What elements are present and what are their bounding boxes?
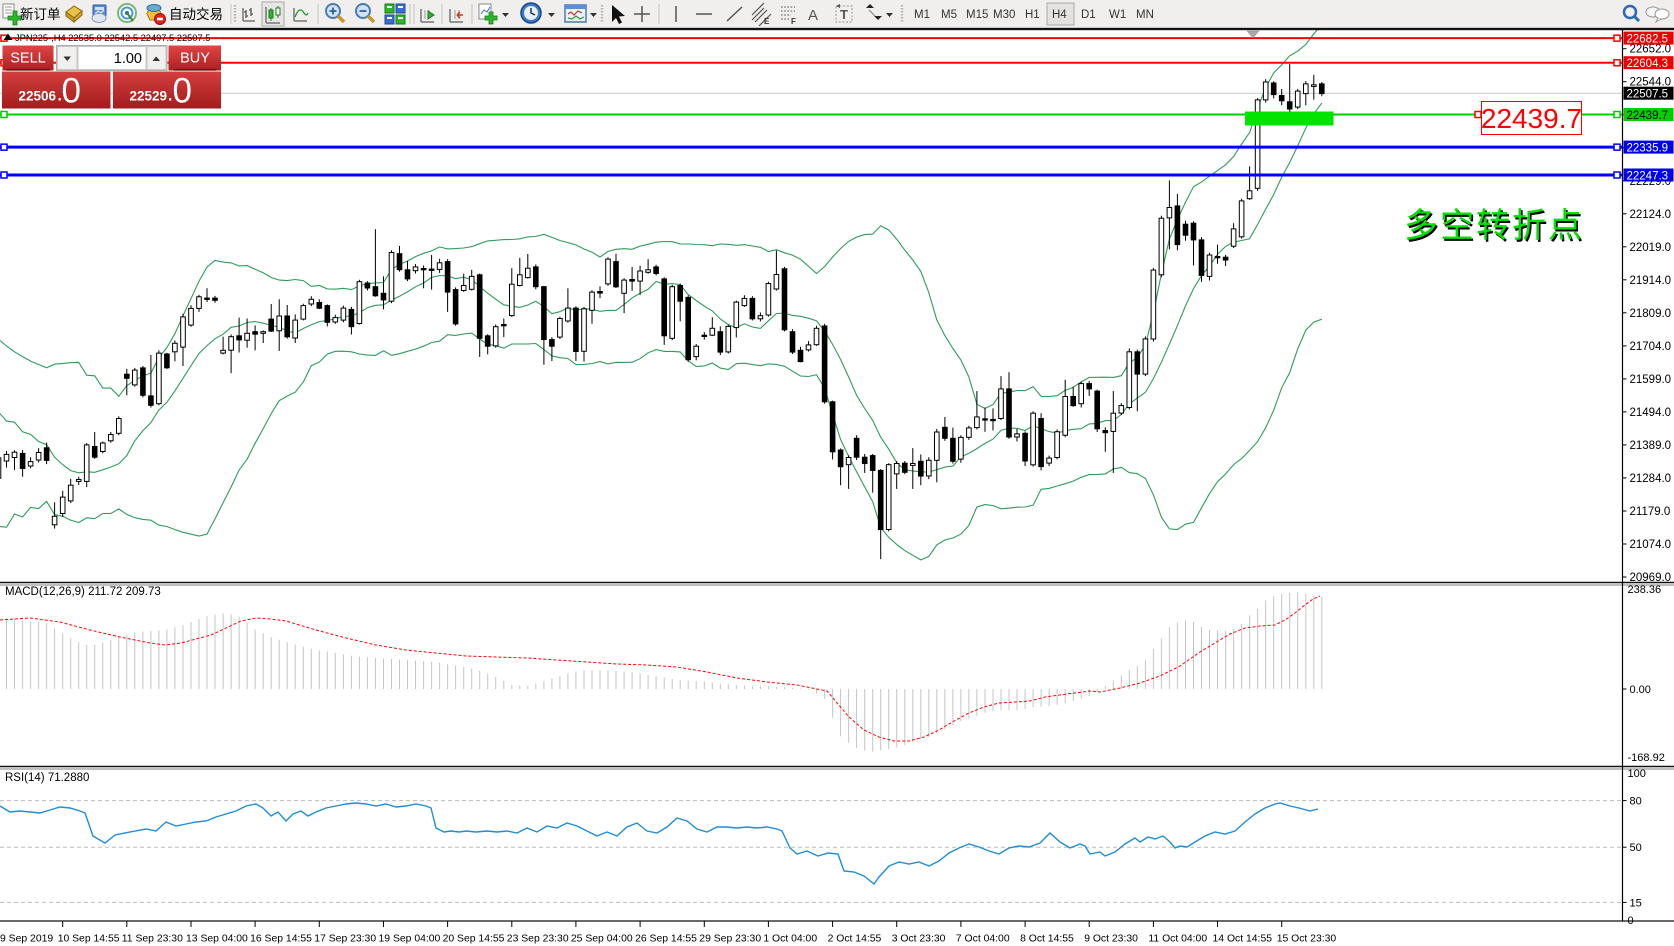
svg-text:22439.7: 22439.7 (1627, 110, 1669, 122)
svg-text:22247.3: 22247.3 (1627, 171, 1669, 183)
svg-text:15 Oct 23:30: 15 Oct 23:30 (1277, 934, 1337, 945)
svg-text:7 Oct 04:00: 7 Oct 04:00 (956, 934, 1010, 945)
svg-text:13 Sep 04:00: 13 Sep 04:00 (186, 934, 248, 945)
svg-text:25 Sep 04:00: 25 Sep 04:00 (571, 934, 633, 945)
svg-text:21179.0: 21179.0 (1630, 506, 1671, 518)
svg-text:17 Sep 23:30: 17 Sep 23:30 (314, 934, 376, 945)
svg-text:新订单: 新订单 (20, 7, 61, 22)
svg-text:14 Oct 14:55: 14 Oct 14:55 (1213, 934, 1273, 945)
svg-text:9 Sep 2019: 9 Sep 2019 (0, 934, 53, 945)
svg-text:10 Sep 14:55: 10 Sep 14:55 (58, 934, 120, 945)
svg-text:MN: MN (1136, 9, 1154, 21)
svg-text:22439.7: 22439.7 (1481, 103, 1582, 134)
svg-text:A: A (808, 7, 818, 24)
svg-text:E: E (764, 17, 770, 26)
svg-text:3 Oct 23:30: 3 Oct 23:30 (892, 934, 946, 945)
svg-text:21599.0: 21599.0 (1630, 374, 1672, 386)
svg-text:MACD(12,26,9) 211.72 209.73: MACD(12,26,9) 211.72 209.73 (5, 586, 161, 598)
svg-text:22652.0: 22652.0 (1630, 44, 1672, 56)
svg-text:22019.0: 22019.0 (1630, 242, 1672, 254)
svg-text:M30: M30 (993, 9, 1015, 21)
svg-text:19 Sep 04:00: 19 Sep 04:00 (379, 934, 441, 945)
svg-text:8 Oct 14:55: 8 Oct 14:55 (1020, 934, 1074, 945)
svg-text:22544.0: 22544.0 (1630, 77, 1672, 89)
svg-text:0: 0 (173, 72, 192, 111)
svg-text:100: 100 (1628, 768, 1646, 780)
svg-text:RSI(14) 71.2880: RSI(14) 71.2880 (5, 772, 89, 784)
svg-text:0: 0 (62, 72, 81, 111)
svg-text:22335.9: 22335.9 (1627, 143, 1669, 155)
svg-text:自动交易: 自动交易 (169, 6, 223, 22)
svg-text:.: . (58, 88, 62, 105)
svg-text:BUY: BUY (180, 51, 210, 67)
svg-text:22507.5: 22507.5 (1627, 89, 1669, 101)
svg-text:H4: H4 (1052, 9, 1067, 21)
svg-text:.: . (168, 88, 172, 105)
svg-text:T: T (840, 7, 848, 22)
svg-text:80: 80 (1630, 796, 1642, 808)
svg-text:15: 15 (1630, 897, 1642, 909)
svg-text:22506: 22506 (19, 89, 57, 104)
svg-text:H1: H1 (1025, 9, 1040, 21)
svg-text:2 Oct 14:55: 2 Oct 14:55 (828, 934, 882, 945)
svg-text:SELL: SELL (10, 51, 45, 67)
svg-text:多空转折点: 多空转折点 (1404, 207, 1584, 245)
svg-text:21074.0: 21074.0 (1630, 539, 1672, 551)
svg-text:50: 50 (1630, 842, 1642, 854)
svg-text:26 Sep 14:55: 26 Sep 14:55 (635, 934, 697, 945)
svg-text:22124.0: 22124.0 (1630, 209, 1672, 221)
svg-text:11 Oct 04:00: 11 Oct 04:00 (1148, 934, 1207, 945)
svg-text:20 Sep 14:55: 20 Sep 14:55 (443, 934, 505, 945)
svg-text:22682.5: 22682.5 (1627, 34, 1669, 46)
svg-text:9 Oct 23:30: 9 Oct 23:30 (1084, 934, 1138, 945)
svg-text:11 Sep 23:30: 11 Sep 23:30 (122, 934, 183, 945)
svg-text:21809.0: 21809.0 (1630, 308, 1672, 320)
svg-text:20969.0: 20969.0 (1630, 572, 1672, 584)
svg-text:22529: 22529 (130, 89, 168, 104)
svg-text:21704.0: 21704.0 (1630, 341, 1672, 353)
svg-text:JPN225-,H4 22535.0 22542.5 22: JPN225-,H4 22535.0 22542.5 22497.5 22507… (15, 33, 210, 43)
svg-text:23 Sep 23:30: 23 Sep 23:30 (507, 934, 569, 945)
svg-text:29 Sep 23:30: 29 Sep 23:30 (699, 934, 761, 945)
svg-text:M1: M1 (914, 9, 930, 21)
svg-text:21389.0: 21389.0 (1630, 440, 1672, 452)
svg-text:1.00: 1.00 (114, 51, 142, 67)
svg-text:-168.92: -168.92 (1628, 752, 1665, 764)
svg-text:238.36: 238.36 (1628, 584, 1662, 596)
svg-text:0.00: 0.00 (1630, 684, 1651, 696)
svg-text:0: 0 (1628, 915, 1634, 927)
svg-text:M5: M5 (941, 9, 957, 21)
svg-text:21284.0: 21284.0 (1630, 473, 1672, 485)
svg-text:21914.0: 21914.0 (1630, 275, 1672, 287)
svg-text:F: F (791, 17, 796, 26)
svg-text:D1: D1 (1081, 9, 1096, 21)
svg-text:M15: M15 (966, 9, 988, 21)
svg-text:16 Sep 14:55: 16 Sep 14:55 (250, 934, 312, 945)
svg-text:22604.3: 22604.3 (1627, 58, 1669, 70)
svg-text:21494.0: 21494.0 (1630, 407, 1672, 419)
svg-text:1 Oct 04:00: 1 Oct 04:00 (763, 934, 817, 945)
svg-text:W1: W1 (1109, 9, 1126, 21)
